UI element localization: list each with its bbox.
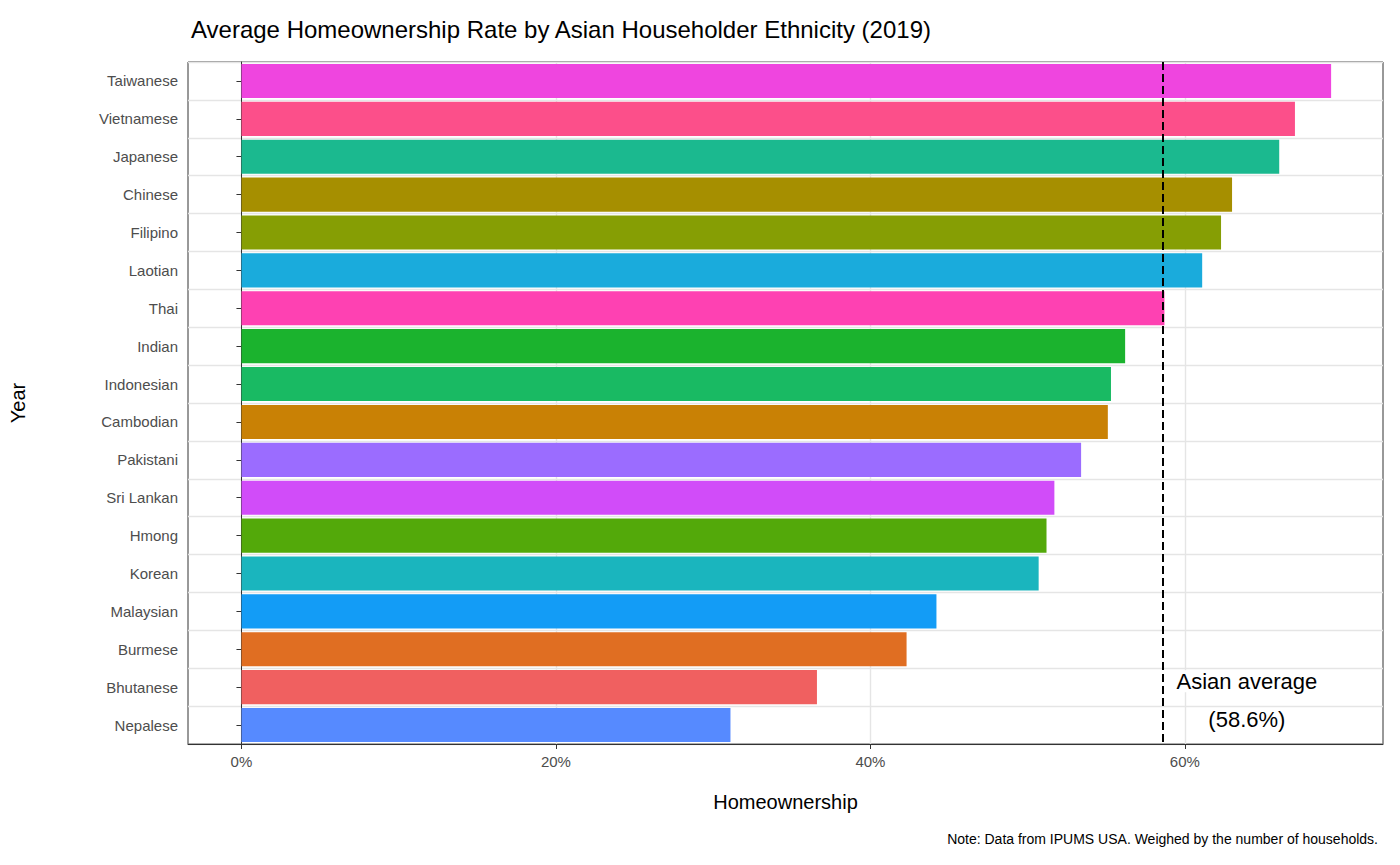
svg-text:Bhutanese: Bhutanese [106, 679, 178, 696]
svg-text:Korean: Korean [130, 565, 178, 582]
svg-text:Burmese: Burmese [118, 641, 178, 658]
svg-text:Hmong: Hmong [130, 527, 178, 544]
svg-text:Japanese: Japanese [113, 148, 178, 165]
svg-text:Indonesian: Indonesian [105, 376, 178, 393]
svg-text:Chinese: Chinese [123, 186, 178, 203]
svg-text:Filipino: Filipino [130, 224, 178, 241]
svg-text:Pakistani: Pakistani [117, 451, 178, 468]
svg-text:(58.6%): (58.6%) [1208, 707, 1285, 732]
svg-text:Malaysian: Malaysian [110, 603, 178, 620]
svg-text:Asian average: Asian average [1177, 669, 1318, 694]
svg-text:Nepalese: Nepalese [115, 717, 178, 734]
svg-text:Indian: Indian [137, 338, 178, 355]
svg-text:Average Homeownership Rate by: Average Homeownership Rate by Asian Hous… [191, 16, 931, 43]
svg-text:60%: 60% [1170, 753, 1200, 770]
svg-text:Note: Data from IPUMS USA. Wei: Note: Data from IPUMS USA. Weighed by th… [947, 831, 1378, 847]
svg-text:0%: 0% [231, 753, 253, 770]
svg-text:20%: 20% [541, 753, 571, 770]
svg-text:Taiwanese: Taiwanese [107, 72, 178, 89]
svg-text:Vietnamese: Vietnamese [99, 110, 178, 127]
svg-text:Thai: Thai [149, 300, 178, 317]
svg-text:Cambodian: Cambodian [101, 413, 178, 430]
svg-text:Year: Year [7, 382, 29, 423]
svg-text:Laotian: Laotian [129, 262, 178, 279]
svg-text:Sri Lankan: Sri Lankan [106, 489, 178, 506]
svg-text:40%: 40% [855, 753, 885, 770]
svg-text:Homeownership: Homeownership [713, 791, 858, 813]
